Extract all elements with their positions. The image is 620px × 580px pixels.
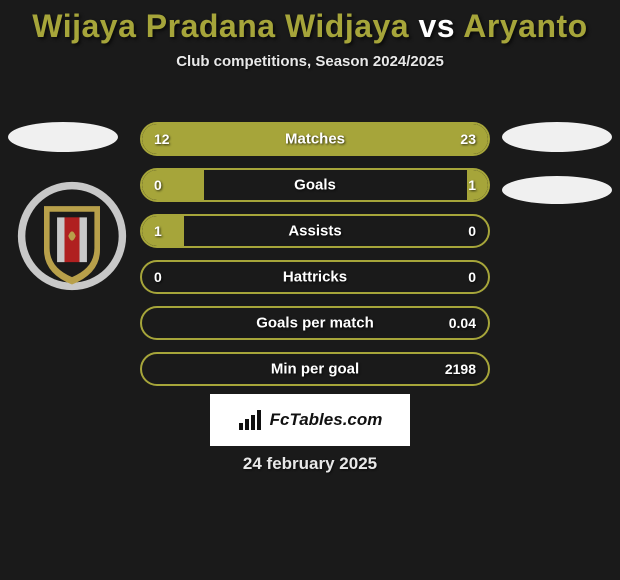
page-title: Wijaya Pradana Widjaya vs Aryanto <box>0 0 620 45</box>
player1-name: Wijaya Pradana Widjaya <box>32 8 409 44</box>
stat-value-right: 23 <box>460 131 476 147</box>
stat-label: Hattricks <box>283 269 347 286</box>
stat-fill-left <box>142 170 204 200</box>
subtitle: Club competitions, Season 2024/2025 <box>0 53 620 70</box>
stat-row-hattricks: 0 Hattricks 0 <box>140 260 490 294</box>
stat-value-left: 1 <box>154 223 162 239</box>
brand-text: FcTables.com <box>270 410 383 430</box>
stats-container: 12 Matches 23 0 Goals 1 1 Assists 0 0 Ha… <box>140 122 490 398</box>
team2-placeholder-ellipse-2 <box>502 176 612 204</box>
stat-value-right: 0 <box>468 223 476 239</box>
vs-label: vs <box>418 8 455 44</box>
stat-value-left: 12 <box>154 131 170 147</box>
stat-value-left: 0 <box>154 177 162 193</box>
stat-row-assists: 1 Assists 0 <box>140 214 490 248</box>
team1-placeholder-ellipse <box>8 122 118 152</box>
stat-value-right: 1 <box>468 177 476 193</box>
stat-label: Min per goal <box>271 361 359 378</box>
stat-row-matches: 12 Matches 23 <box>140 122 490 156</box>
stat-row-goals-per-match: Goals per match 0.04 <box>140 306 490 340</box>
date-label: 24 february 2025 <box>243 454 377 474</box>
stat-row-min-per-goal: Min per goal 2198 <box>140 352 490 386</box>
stat-value-right: 0.04 <box>449 315 476 331</box>
stat-fill-left <box>142 216 184 246</box>
stat-value-right: 2198 <box>445 361 476 377</box>
chart-bars-icon <box>238 409 264 431</box>
stat-label: Assists <box>288 223 341 240</box>
stat-label: Goals <box>294 177 336 194</box>
stat-label: Matches <box>285 131 345 148</box>
club-crest-icon <box>16 180 128 292</box>
stat-label: Goals per match <box>256 315 374 332</box>
team2-placeholder-ellipse-1 <box>502 122 612 152</box>
stat-value-right: 0 <box>468 269 476 285</box>
team1-badge <box>16 180 128 292</box>
stat-row-goals: 0 Goals 1 <box>140 168 490 202</box>
brand-box: FcTables.com <box>210 394 410 446</box>
player2-name: Aryanto <box>463 8 587 44</box>
stat-value-left: 0 <box>154 269 162 285</box>
